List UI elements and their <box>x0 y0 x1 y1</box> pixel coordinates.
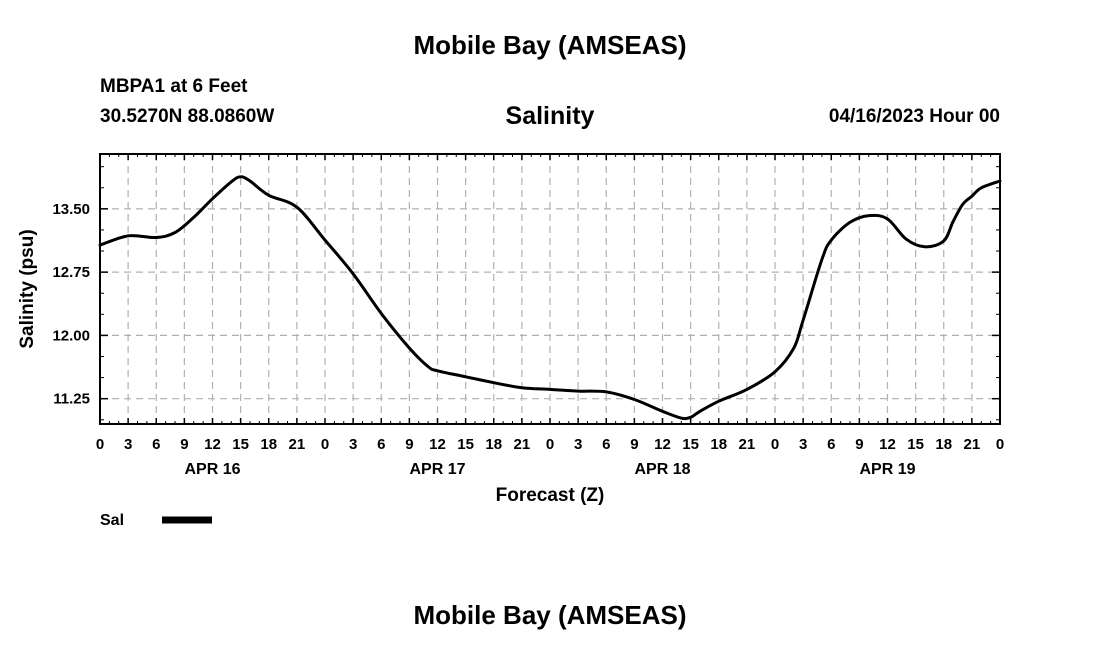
x-tick-label: 6 <box>377 436 385 453</box>
legend-label: Sal <box>100 512 124 529</box>
x-tick-label: 0 <box>996 436 1004 453</box>
top-title: Mobile Bay (AMSEAS) <box>413 30 687 60</box>
y-axis-label: Salinity (psu) <box>17 229 38 348</box>
tick-labels: 0 3 6 9 12 15 18 21 0 3 6 9 12 15 18 21 0 3 6 9 12 15 18 21 0 3 6 9… <box>52 201 1004 478</box>
x-tick-label: 15 <box>457 436 474 453</box>
day-label: APR 18 <box>634 461 690 478</box>
y-tick-label: 11.25 <box>53 391 90 408</box>
x-tick-label: 12 <box>429 436 446 453</box>
day-label: APR 19 <box>859 461 915 478</box>
x-tick-label: 12 <box>204 436 221 453</box>
chart-title: Salinity <box>506 102 595 130</box>
x-tick-label: 0 <box>771 436 779 453</box>
x-tick-label: 15 <box>907 436 924 453</box>
plot-frame <box>99 153 1001 425</box>
x-tick-label: 9 <box>405 436 413 453</box>
x-tick-label: 3 <box>349 436 357 453</box>
x-tick-label: 0 <box>321 436 329 453</box>
station-label: MBPA1 at 6 Feet <box>100 76 248 97</box>
x-tick-label: 18 <box>485 436 502 453</box>
x-tick-label: 0 <box>546 436 554 453</box>
grid-lines <box>100 154 1000 424</box>
x-tick-label: 9 <box>180 436 188 453</box>
datetime-label: 04/16/2023 Hour 00 <box>828 106 1000 127</box>
y-tick-label: 12.75 <box>52 264 90 281</box>
y-tick-label: 12.00 <box>52 327 90 344</box>
x-tick-label: 3 <box>124 436 132 453</box>
x-tick-label: 12 <box>654 436 671 453</box>
x-tick-label: 0 <box>96 436 104 453</box>
x-tick-label: 18 <box>935 436 952 453</box>
x-tick-label: 3 <box>799 436 807 453</box>
x-tick-label: 21 <box>514 436 531 453</box>
salinity-series-line <box>98 175 1002 421</box>
x-tick-label: 15 <box>682 436 699 453</box>
x-tick-label: 6 <box>827 436 835 453</box>
x-tick-label: 6 <box>602 436 610 453</box>
x-tick-label: 9 <box>630 436 638 453</box>
coords-label: 30.5270N 88.0860W <box>100 106 275 127</box>
x-tick-label: 21 <box>739 436 756 453</box>
x-tick-label: 9 <box>855 436 863 453</box>
x-tick-label: 21 <box>964 436 981 453</box>
y-tick-label: 13.50 <box>52 201 90 218</box>
x-tick-label: 18 <box>710 436 727 453</box>
x-tick-label: 21 <box>289 436 306 453</box>
bottom-title: Mobile Bay (AMSEAS) <box>413 600 687 630</box>
day-label: APR 16 <box>184 461 240 478</box>
day-label: APR 17 <box>409 461 465 478</box>
legend: Sal <box>100 512 212 529</box>
x-tick-label: 3 <box>574 436 582 453</box>
x-tick-label: 12 <box>879 436 896 453</box>
x-tick-label: 15 <box>232 436 249 453</box>
x-axis-label: Forecast (Z) <box>496 485 605 506</box>
x-tick-label: 18 <box>260 436 277 453</box>
x-tick-label: 6 <box>152 436 160 453</box>
